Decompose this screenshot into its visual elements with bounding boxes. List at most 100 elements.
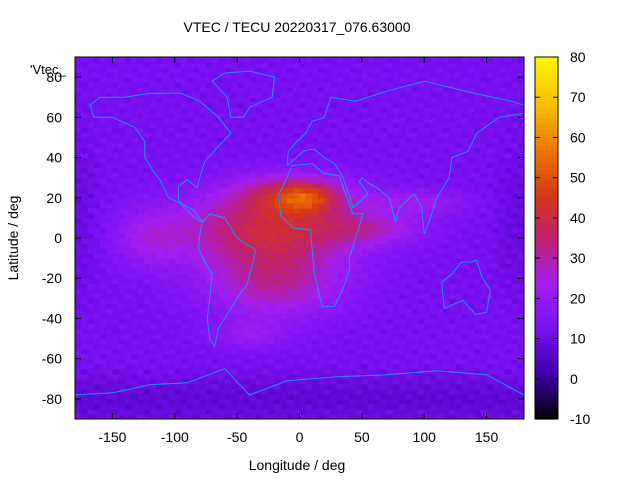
heatmap-cell bbox=[474, 187, 481, 194]
heatmap-cell bbox=[455, 222, 463, 229]
heatmap-cell bbox=[230, 162, 238, 169]
heatmap-cell bbox=[374, 117, 382, 123]
heatmap-cell bbox=[293, 358, 301, 365]
heatmap-cell bbox=[181, 363, 188, 370]
heatmap-cell bbox=[243, 283, 251, 289]
heatmap-cell bbox=[430, 303, 438, 309]
heatmap-cell bbox=[499, 157, 506, 164]
heatmap-cell bbox=[280, 162, 288, 169]
heatmap-cell bbox=[75, 273, 82, 279]
heatmap-cell bbox=[336, 288, 344, 294]
heatmap-cell bbox=[162, 202, 170, 209]
heatmap-cell bbox=[124, 182, 132, 189]
heatmap-cell bbox=[287, 77, 294, 83]
heatmap-cell bbox=[118, 298, 126, 304]
heatmap-cell bbox=[212, 388, 220, 395]
heatmap-cell bbox=[131, 258, 138, 264]
heatmap-cell bbox=[330, 363, 338, 370]
heatmap-cell bbox=[393, 122, 400, 128]
heatmap-cell bbox=[93, 102, 101, 108]
heatmap-cell bbox=[436, 112, 444, 118]
heatmap-cell bbox=[143, 167, 151, 174]
heatmap-cell bbox=[137, 238, 145, 244]
heatmap-cell bbox=[480, 408, 488, 415]
heatmap-cell bbox=[168, 92, 176, 98]
heatmap-cell bbox=[181, 132, 188, 139]
heatmap-cell bbox=[336, 112, 344, 118]
heatmap-cell bbox=[131, 403, 138, 410]
heatmap-cell bbox=[424, 187, 432, 194]
heatmap-cell bbox=[492, 358, 500, 365]
heatmap-cell bbox=[393, 127, 400, 134]
heatmap-cell bbox=[349, 413, 357, 419]
heatmap-cell bbox=[480, 403, 488, 410]
heatmap-cell bbox=[455, 358, 463, 365]
heatmap-cell bbox=[455, 353, 463, 360]
heatmap-cell bbox=[486, 132, 494, 139]
heatmap-cell bbox=[505, 298, 513, 304]
heatmap-cell bbox=[162, 82, 170, 88]
heatmap-cell bbox=[168, 212, 176, 219]
heatmap-cell bbox=[224, 273, 232, 279]
heatmap-cell bbox=[442, 157, 450, 164]
heatmap-cell bbox=[112, 313, 120, 320]
heatmap-cell bbox=[156, 408, 163, 415]
heatmap-cell bbox=[149, 338, 157, 345]
heatmap-cell bbox=[405, 177, 413, 184]
heatmap-cell bbox=[393, 217, 400, 224]
heatmap-cell bbox=[143, 348, 151, 355]
heatmap-cell bbox=[380, 308, 388, 315]
heatmap-cell bbox=[199, 72, 207, 78]
heatmap-cell bbox=[230, 318, 238, 325]
heatmap-cell bbox=[106, 378, 114, 385]
heatmap-cell bbox=[474, 323, 481, 330]
heatmap-cell bbox=[430, 172, 438, 179]
heatmap-cell bbox=[436, 177, 444, 184]
heatmap-cell bbox=[424, 207, 432, 214]
heatmap-cell bbox=[517, 253, 524, 259]
heatmap-cell bbox=[517, 97, 524, 103]
heatmap-cell bbox=[280, 313, 288, 320]
heatmap-cell bbox=[93, 147, 101, 154]
heatmap-cell bbox=[262, 348, 269, 355]
heatmap-cell bbox=[467, 288, 475, 294]
heatmap-cell bbox=[517, 212, 524, 219]
heatmap-cell bbox=[430, 117, 438, 123]
heatmap-cell bbox=[156, 293, 163, 299]
heatmap-cell bbox=[243, 67, 251, 73]
heatmap-cell bbox=[162, 132, 170, 139]
heatmap-cell bbox=[174, 348, 182, 355]
heatmap-cell bbox=[268, 72, 276, 78]
heatmap-cell bbox=[287, 142, 294, 149]
heatmap-cell bbox=[268, 293, 276, 299]
heatmap-cell bbox=[174, 323, 182, 330]
heatmap-cell bbox=[386, 353, 394, 360]
heatmap-cell bbox=[467, 403, 475, 410]
heatmap-cell bbox=[118, 202, 126, 209]
heatmap-cell bbox=[436, 348, 444, 355]
heatmap-cell bbox=[336, 353, 344, 360]
heatmap-cell bbox=[305, 177, 313, 184]
heatmap-cell bbox=[212, 147, 220, 154]
heatmap-cell bbox=[124, 268, 132, 274]
heatmap-cell bbox=[361, 313, 369, 320]
heatmap-cell bbox=[424, 313, 432, 320]
heatmap-cell bbox=[181, 122, 188, 128]
heatmap-cell bbox=[361, 353, 369, 360]
heatmap-cell bbox=[268, 197, 276, 204]
heatmap-cell bbox=[474, 383, 481, 390]
heatmap-cell bbox=[361, 283, 369, 289]
heatmap-cell bbox=[455, 238, 463, 244]
heatmap-cell bbox=[436, 278, 444, 284]
heatmap-cell bbox=[305, 192, 313, 199]
heatmap-cell bbox=[336, 167, 344, 174]
heatmap-cell bbox=[93, 323, 101, 330]
heatmap-cell bbox=[324, 373, 332, 380]
heatmap-cell bbox=[99, 313, 107, 320]
heatmap-cell bbox=[112, 413, 120, 419]
heatmap-cell bbox=[87, 303, 95, 309]
heatmap-cell bbox=[168, 107, 176, 113]
heatmap-cell bbox=[262, 207, 269, 214]
heatmap-cell bbox=[249, 172, 257, 179]
heatmap-cell bbox=[486, 238, 494, 244]
